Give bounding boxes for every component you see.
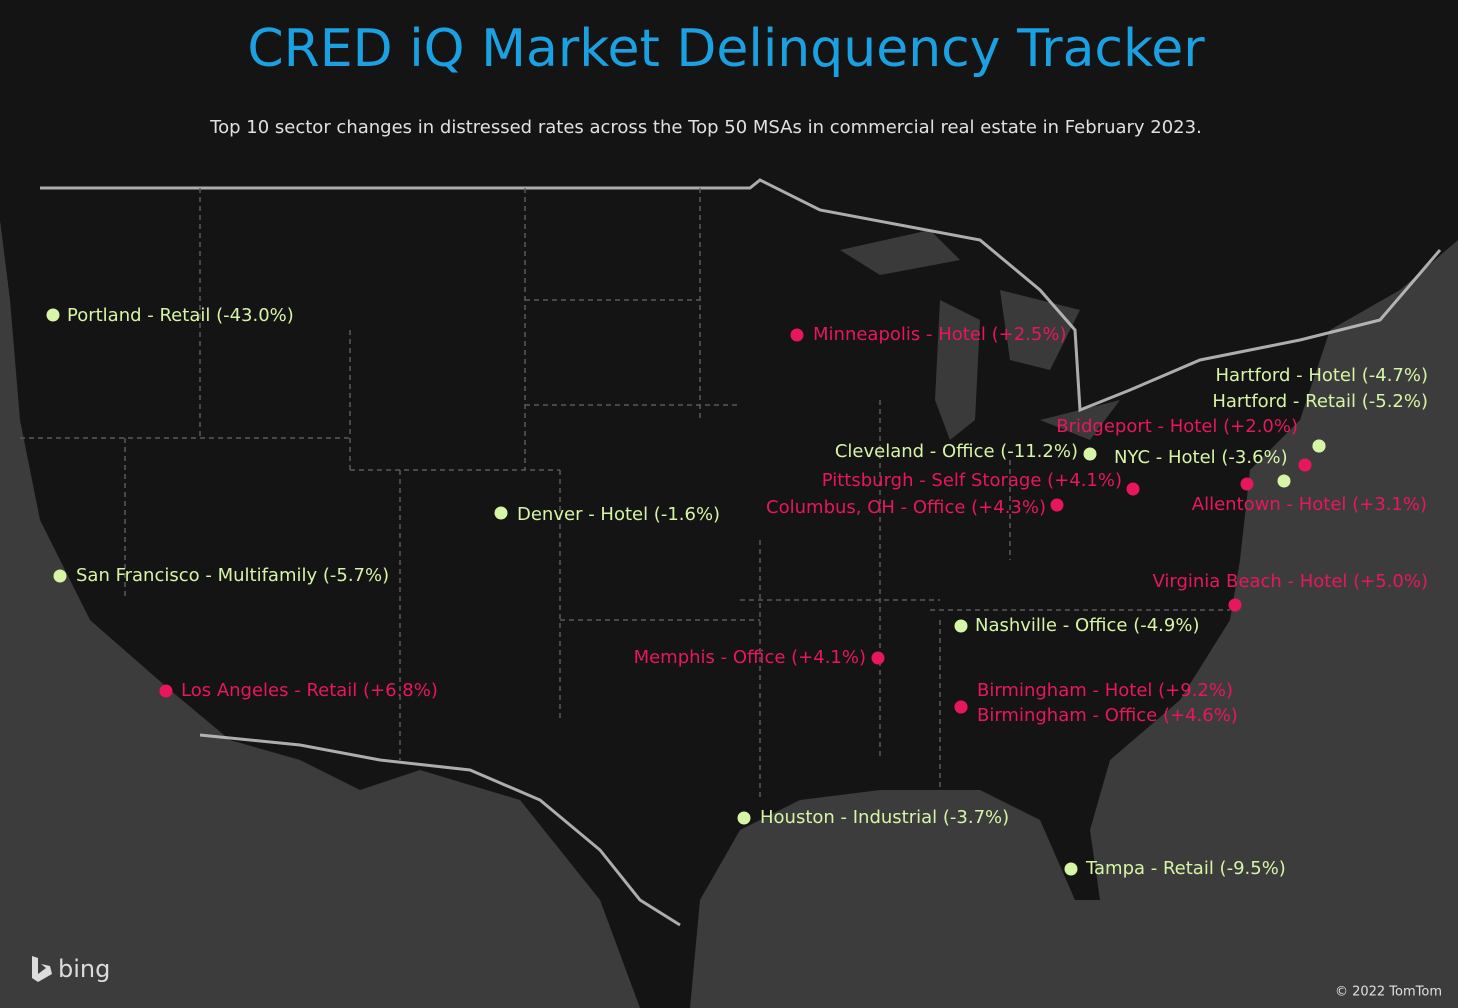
logo-icon bbox=[32, 956, 52, 982]
marker-dot bbox=[871, 651, 885, 665]
marker-dot bbox=[159, 684, 173, 698]
marker-label: Cleveland - Office (-11.2%) bbox=[835, 441, 1078, 462]
marker-dot bbox=[1064, 862, 1078, 876]
marker-dot bbox=[954, 700, 968, 714]
marker-label: Minneapolis - Hotel (+2.5%) bbox=[813, 324, 1066, 345]
marker-label: Pittsburgh - Self Storage (+4.1%) bbox=[822, 470, 1122, 491]
marker-label: NYC - Hotel (-3.6%) bbox=[1114, 447, 1288, 468]
marker-label: Memphis - Office (+4.1%) bbox=[634, 647, 866, 668]
marker-label: Virginia Beach - Hotel (+5.0%) bbox=[1152, 571, 1428, 592]
marker-dot bbox=[790, 328, 804, 342]
marker-dot bbox=[954, 619, 968, 633]
marker-dot bbox=[53, 569, 67, 583]
border-south bbox=[199, 733, 681, 927]
marker-label: Hartford - Retail (-5.2%) bbox=[1212, 391, 1428, 412]
marker-label: Bridgeport - Hotel (+2.0%) bbox=[1056, 416, 1298, 437]
marker-dot bbox=[494, 506, 508, 520]
marker-dot bbox=[1277, 474, 1291, 488]
marker-dot bbox=[1083, 447, 1097, 461]
marker-label: Hartford - Hotel (-4.7%) bbox=[1216, 365, 1429, 386]
marker-label: Birmingham - Office (+4.6%) bbox=[977, 705, 1238, 726]
marker-label: Tampa - Retail (-9.5%) bbox=[1085, 858, 1286, 879]
marker-label: Los Angeles - Retail (+6.8%) bbox=[181, 680, 438, 701]
marker-dot bbox=[1126, 482, 1140, 496]
border-north bbox=[40, 178, 1442, 413]
marker-label: Birmingham - Hotel (+9.2%) bbox=[977, 680, 1233, 701]
copyright: © 2022 TomTom bbox=[1335, 985, 1442, 1000]
subtitle: Top 10 sector changes in distressed rate… bbox=[209, 117, 1202, 138]
marker-label: Denver - Hotel (-1.6%) bbox=[517, 504, 720, 525]
marker-dot bbox=[46, 308, 60, 322]
marker-dot bbox=[1050, 498, 1064, 512]
marker-dot bbox=[1312, 439, 1326, 453]
markers: Portland - Retail (-43.0%) Minneapolis - … bbox=[46, 305, 1429, 879]
marker-label: Columbus, OH - Office (+4.3%) bbox=[766, 497, 1046, 518]
marker-dot bbox=[1298, 458, 1312, 472]
logo: bing bbox=[58, 955, 110, 983]
marker-dot bbox=[1228, 598, 1242, 612]
marker-label: Allentown - Hotel (+3.1%) bbox=[1192, 494, 1427, 515]
marker-label: San Francisco - Multifamily (-5.7%) bbox=[76, 565, 389, 586]
marker-label: Houston - Industrial (-3.7%) bbox=[760, 807, 1009, 828]
marker-dot bbox=[737, 811, 751, 825]
lakes bbox=[840, 230, 1120, 440]
marker-label: Portland - Retail (-43.0%) bbox=[67, 305, 294, 326]
marker-label: Nashville - Office (-4.9%) bbox=[975, 615, 1199, 636]
state-lines bbox=[20, 188, 1230, 800]
marker-dot bbox=[1240, 477, 1254, 491]
title: CRED iQ Market Delinquency Tracker bbox=[247, 19, 1205, 79]
